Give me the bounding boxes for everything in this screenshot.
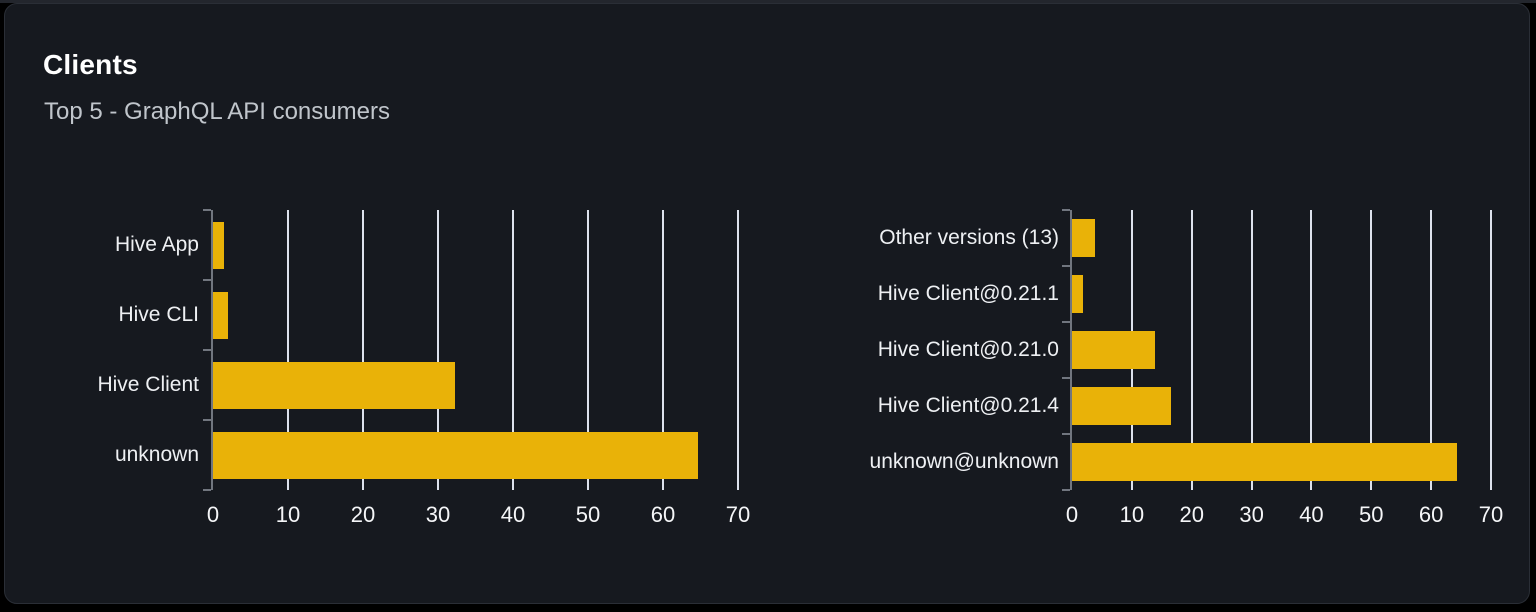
clients-y-axis-tick (203, 349, 211, 351)
client-versions-x-tick-label-60: 60 (1418, 502, 1444, 527)
clients-x-tick-label-70: 70 (725, 502, 751, 527)
client-versions-category-label-hive-client-0-21-0: Hive Client@0.21.0 (877, 338, 1059, 361)
clients-y-axis-tick (203, 489, 211, 491)
clients-x-tick-label-10: 10 (275, 502, 301, 527)
client-versions-gridline-20 (1190, 210, 1193, 490)
client-versions-y-axis-tick (1062, 377, 1070, 379)
clients-card: Clients Top 5 - GraphQL API consumers (4, 3, 1530, 604)
clients-x-tick-label-20: 20 (350, 502, 376, 527)
client-versions-bar-unknown-unknown[interactable] (1072, 443, 1458, 481)
clients-y-axis-line (211, 210, 213, 490)
clients-x-tick-label-60: 60 (650, 502, 676, 527)
page-top-edge (0, 0, 1536, 3)
clients-category-label-hive-client: Hive Client (97, 373, 199, 396)
client-versions-bar-other-versions-13[interactable] (1072, 219, 1096, 257)
clients-y-axis-tick (203, 419, 211, 421)
clients-category-label-hive-app: Hive App (114, 233, 199, 256)
client-versions-y-axis-tick (1062, 433, 1070, 435)
client-versions-bar-hive-client-0-21-4[interactable] (1072, 387, 1171, 425)
clients-x-tick-label-50: 50 (575, 502, 601, 527)
card-title: Clients (43, 49, 138, 80)
client-versions-bar-hive-client-0-21-0[interactable] (1072, 331, 1155, 369)
client-versions-gridline-50 (1370, 210, 1373, 490)
clients-bar-unknown[interactable] (213, 431, 698, 479)
client-versions-y-axis-tick (1062, 265, 1070, 267)
client-versions-category-label-hive-client-0-21-1: Hive Client@0.21.1 (877, 282, 1059, 305)
client-versions-y-axis-tick (1062, 321, 1070, 323)
clients-gridline-30 (437, 210, 439, 490)
clients-gridline-70 (737, 210, 739, 490)
clients-x-tick-label-0: 0 (206, 502, 220, 527)
clients-x-tick-label-40: 40 (500, 502, 526, 527)
clients-bar-hive-cli[interactable] (213, 291, 228, 339)
clients-gridline-60 (662, 210, 664, 490)
client-versions-y-axis-line (1070, 210, 1072, 490)
clients-category-label-hive-cli: Hive CLI (118, 303, 199, 326)
client-versions-bar-hive-client-0-21-1[interactable] (1072, 275, 1083, 313)
card-subtitle: Top 5 - GraphQL API consumers (44, 98, 390, 125)
client-versions-gridline-70 (1490, 210, 1493, 490)
client-versions-x-tick-label-50: 50 (1359, 502, 1384, 527)
client-versions-x-tick-label-0: 0 (1065, 502, 1079, 527)
client-versions-category-label-hive-client-0-21-4: Hive Client@0.21.4 (877, 394, 1059, 417)
clients-bar-hive-app[interactable] (213, 221, 225, 269)
clients-category-label-unknown: unknown (114, 443, 199, 466)
clients-gridline-20 (362, 210, 364, 490)
client-versions-y-axis-tick (1062, 209, 1070, 211)
clients-x-tick-label-30: 30 (425, 502, 451, 527)
client-versions-x-tick-label-40: 40 (1299, 502, 1324, 527)
clients-gridline-40 (512, 210, 514, 490)
clients-y-axis-tick (203, 279, 211, 281)
client-versions-gridline-60 (1430, 210, 1433, 490)
client-versions-gridline-40 (1310, 210, 1313, 490)
client-versions-y-axis-tick (1062, 489, 1070, 491)
clients-gridline-10 (287, 210, 289, 490)
clients-gridline-50 (587, 210, 589, 490)
clients-bar-hive-client[interactable] (213, 361, 456, 409)
client-versions-gridline-30 (1250, 210, 1253, 490)
client-versions-x-tick-label-20: 20 (1179, 502, 1204, 527)
client-versions-x-tick-label-70: 70 (1478, 502, 1504, 527)
client-versions-category-label-unknown-unknown: unknown@unknown (869, 450, 1059, 473)
client-versions-x-tick-label-30: 30 (1239, 502, 1264, 527)
clients-y-axis-tick (203, 209, 211, 211)
client-versions-category-label-other-versions-13: Other versions (13) (879, 226, 1059, 249)
client-versions-x-tick-label-10: 10 (1119, 502, 1145, 527)
